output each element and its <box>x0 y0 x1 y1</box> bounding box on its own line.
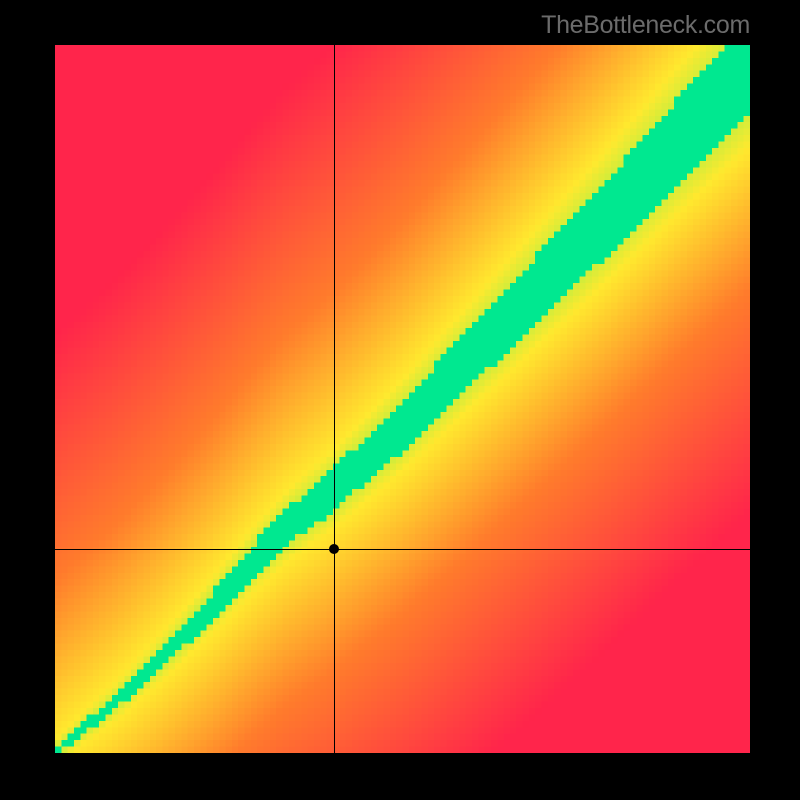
watermark-text: TheBottleneck.com <box>541 11 750 40</box>
crosshair-vertical <box>334 45 335 753</box>
heatmap-canvas <box>55 45 750 753</box>
crosshair-marker <box>329 544 339 554</box>
crosshair-horizontal <box>55 549 750 550</box>
heatmap-chart <box>55 45 750 753</box>
